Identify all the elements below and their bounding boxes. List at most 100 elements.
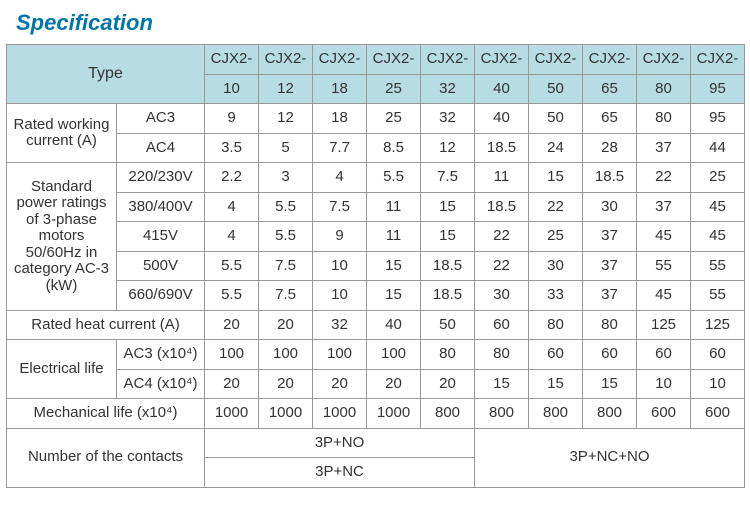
- c: 10: [637, 369, 691, 399]
- c: 20: [205, 369, 259, 399]
- c: 37: [583, 222, 637, 252]
- c: 15: [367, 281, 421, 311]
- c: 55: [637, 251, 691, 281]
- pr-sub-2: 415V: [117, 222, 205, 252]
- c: 22: [475, 251, 529, 281]
- c: 4: [313, 163, 367, 193]
- c: 65: [583, 104, 637, 134]
- c: 15: [475, 369, 529, 399]
- pr-sub-1: 380/400V: [117, 192, 205, 222]
- model-8a: CJX2-: [637, 45, 691, 75]
- row-pr-4: 660/690V 5.5 7.5 10 15 18.5 30 33 37 45 …: [7, 281, 745, 311]
- c: 15: [421, 192, 475, 222]
- c: 28: [583, 133, 637, 163]
- c: 40: [367, 310, 421, 340]
- c: 80: [475, 340, 529, 370]
- spec-title: Specification: [16, 10, 744, 36]
- c: 15: [421, 222, 475, 252]
- c: 125: [691, 310, 745, 340]
- c: 15: [529, 369, 583, 399]
- c: 18.5: [475, 133, 529, 163]
- row-pr-3: 500V 5.5 7.5 10 15 18.5 22 30 37 55 55: [7, 251, 745, 281]
- c: 40: [475, 104, 529, 134]
- pr-label: Standard power ratings of 3-phase motors…: [7, 163, 117, 311]
- c: 60: [637, 340, 691, 370]
- c: 33: [529, 281, 583, 311]
- c: 60: [691, 340, 745, 370]
- model-3b: 25: [367, 74, 421, 104]
- c: 30: [529, 251, 583, 281]
- c: 600: [637, 399, 691, 429]
- c: 20: [259, 310, 313, 340]
- rwc-label: Rated working current (A): [7, 104, 117, 163]
- c: 5.5: [259, 222, 313, 252]
- model-6a: CJX2-: [529, 45, 583, 75]
- c: 80: [583, 310, 637, 340]
- pr-sub-0: 220/230V: [117, 163, 205, 193]
- c: 12: [421, 133, 475, 163]
- pr-sub-4: 660/690V: [117, 281, 205, 311]
- model-1b: 12: [259, 74, 313, 104]
- c: 3.5: [205, 133, 259, 163]
- c: 10: [313, 251, 367, 281]
- c: 3: [259, 163, 313, 193]
- c: 100: [367, 340, 421, 370]
- c: 7.5: [259, 251, 313, 281]
- c: 1000: [205, 399, 259, 429]
- c: 25: [367, 104, 421, 134]
- model-1a: CJX2-: [259, 45, 313, 75]
- c: 60: [583, 340, 637, 370]
- el-sub-1: AC4 (x10⁴): [117, 369, 205, 399]
- c: 80: [637, 104, 691, 134]
- c: 600: [691, 399, 745, 429]
- c: 95: [691, 104, 745, 134]
- c: 30: [475, 281, 529, 311]
- c: 20: [367, 369, 421, 399]
- c: 4: [205, 192, 259, 222]
- row-rwc-ac3: Rated working current (A) AC3 9 12 18 25…: [7, 104, 745, 134]
- model-4b: 32: [421, 74, 475, 104]
- c: 50: [529, 104, 583, 134]
- header-row-1: Type CJX2- CJX2- CJX2- CJX2- CJX2- CJX2-…: [7, 45, 745, 75]
- c: 45: [691, 192, 745, 222]
- model-3a: CJX2-: [367, 45, 421, 75]
- c: 55: [691, 251, 745, 281]
- c: 37: [583, 281, 637, 311]
- c: 11: [475, 163, 529, 193]
- c: 45: [691, 222, 745, 252]
- c: 7.5: [313, 192, 367, 222]
- model-9b: 95: [691, 74, 745, 104]
- model-2b: 18: [313, 74, 367, 104]
- model-2a: CJX2-: [313, 45, 367, 75]
- el-sub-0: AC3 (x10⁴): [117, 340, 205, 370]
- c: 5.5: [205, 251, 259, 281]
- model-4a: CJX2-: [421, 45, 475, 75]
- c: 25: [691, 163, 745, 193]
- c: 18.5: [475, 192, 529, 222]
- model-9a: CJX2-: [691, 45, 745, 75]
- c: 24: [529, 133, 583, 163]
- c: 50: [421, 310, 475, 340]
- c: 20: [259, 369, 313, 399]
- c: 44: [691, 133, 745, 163]
- c: 15: [583, 369, 637, 399]
- c: 7.7: [313, 133, 367, 163]
- row-el-0: Electrical life AC3 (x10⁴) 100 100 100 1…: [7, 340, 745, 370]
- c: 60: [529, 340, 583, 370]
- c: 9: [205, 104, 259, 134]
- c: 12: [259, 104, 313, 134]
- c: 37: [637, 133, 691, 163]
- contacts-left-top: 3P+NO: [205, 428, 475, 458]
- model-7a: CJX2-: [583, 45, 637, 75]
- model-7b: 65: [583, 74, 637, 104]
- model-5b: 40: [475, 74, 529, 104]
- rwc-sub-1: AC4: [117, 133, 205, 163]
- row-rhc: Rated heat current (A) 20 20 32 40 50 60…: [7, 310, 745, 340]
- c: 800: [475, 399, 529, 429]
- c: 2.2: [205, 163, 259, 193]
- model-6b: 50: [529, 74, 583, 104]
- row-ml: Mechanical life (x10⁴) 1000 1000 1000 10…: [7, 399, 745, 429]
- c: 100: [205, 340, 259, 370]
- c: 5: [259, 133, 313, 163]
- c: 5.5: [367, 163, 421, 193]
